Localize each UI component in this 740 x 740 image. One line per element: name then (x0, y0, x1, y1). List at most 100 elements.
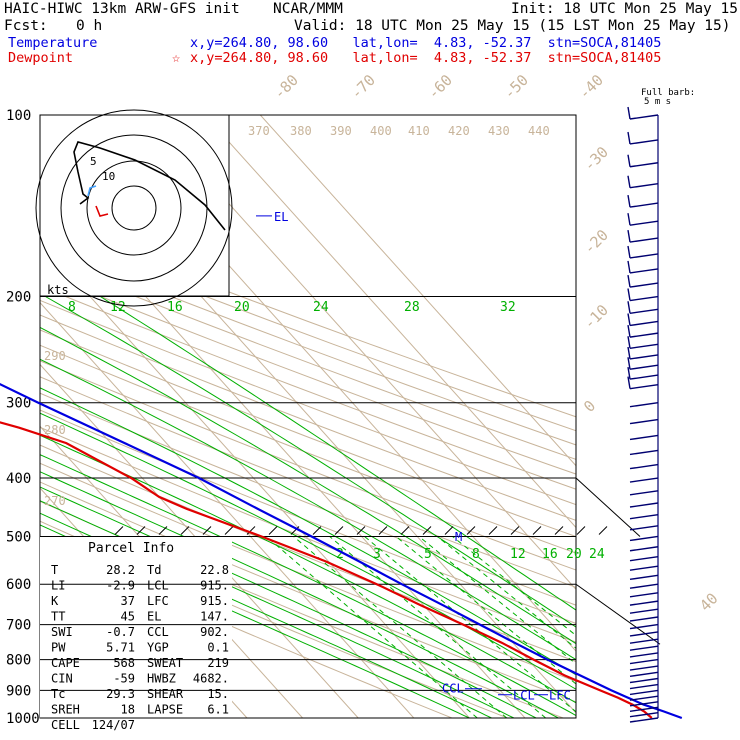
wind-barb-flag (627, 376, 631, 389)
wind-barb (629, 490, 659, 496)
parcel-key: TT (51, 610, 65, 624)
wind-barb-shaft (629, 658, 659, 665)
hash-mark (114, 526, 124, 535)
parcel-value: 147. (200, 610, 229, 624)
wind-barb-shaft (629, 671, 659, 678)
ccl-label: CCL (442, 682, 464, 696)
wind-barb-flag (627, 301, 631, 314)
isotherm-label: -60 (424, 71, 456, 103)
dry-adiabat-line (40, 462, 576, 682)
wind-barb-flag (627, 346, 631, 360)
wind-barb (629, 574, 659, 581)
parcel-value: 45 (121, 610, 135, 624)
parcel-value: 5.71 (106, 641, 135, 655)
dry-adiabat-line (40, 218, 576, 418)
theta-label: 440 (528, 124, 550, 138)
mixing-ratio-line (364, 536, 576, 713)
hash-mark (334, 526, 344, 535)
wind-barb-shaft (629, 183, 659, 189)
parcel-key: SWEAT (147, 656, 183, 670)
perspective-line (575, 583, 661, 645)
theta-label: 270 (44, 494, 66, 508)
parcel-key: LAPSE (147, 703, 183, 717)
pressure-label: 700 (6, 618, 31, 634)
parcel-key: T (51, 563, 58, 577)
hodograph-trace-low (87, 185, 97, 197)
temperature-location: x,y=264.80, 98.60 lat,lon= 4.83, -52.37 … (190, 35, 662, 51)
theta-label: 430 (488, 124, 510, 138)
perspective-line (575, 477, 641, 537)
mixing-ratio-label: 8 (68, 300, 76, 315)
wind-barb-shaft (629, 565, 659, 571)
hash-mark (554, 526, 564, 535)
wind-barb (627, 301, 659, 314)
hash-mark (576, 526, 586, 535)
wind-barb-shaft (629, 645, 659, 651)
wind-barb (627, 288, 659, 302)
hodograph-ring (35, 109, 233, 307)
wind-barb-shaft (629, 295, 659, 302)
wind-barb-shaft (629, 354, 659, 360)
wind-barb-shaft (629, 631, 659, 637)
wind-barb (629, 477, 659, 483)
parcel-value: 29.3 (106, 687, 135, 701)
isotherm-line (148, 115, 576, 591)
wind-barb (629, 638, 659, 644)
wind-barb-shaft (629, 320, 659, 327)
hash-mark (180, 526, 190, 535)
wind-barb (629, 652, 659, 658)
wind-barb (629, 677, 659, 684)
parcel-key: YGP (147, 641, 169, 655)
hodograph-ring (86, 160, 182, 256)
m-label: M (455, 530, 462, 544)
mixing-ratio-label: 12 (510, 547, 526, 562)
isotherm-label: -70 (347, 71, 379, 103)
wind-barb-flag (627, 260, 631, 274)
dry-adiabat-line (40, 376, 576, 588)
isotherm-label: -20 (580, 226, 612, 258)
wind-barb-shaft (629, 139, 659, 145)
mixing-ratio-label: 12 (110, 300, 126, 315)
dry-adiabat-line (40, 314, 576, 521)
mixing-ratio-label: 2 (336, 547, 344, 562)
hodograph-frame (39, 114, 230, 297)
wind-barb (629, 565, 659, 571)
wind-barb (627, 260, 659, 274)
wind-barb-shaft (629, 717, 659, 723)
wind-barb (629, 689, 659, 696)
wind-barb-shaft (629, 364, 659, 370)
mixing-ratio-label: 8 (472, 547, 480, 562)
wind-barb-shaft (629, 712, 659, 718)
dry-adiabat-line (40, 231, 576, 432)
parcel-key: SWI (51, 625, 73, 639)
wind-barb-flag (627, 106, 631, 120)
wind-barb-shaft (629, 513, 659, 520)
wind-barb-shaft (629, 706, 659, 713)
wind-barb-shaft (629, 535, 659, 542)
dry-adiabat-line (40, 299, 576, 506)
wind-barb (629, 592, 659, 598)
dry-adiabat-line (40, 271, 576, 475)
wind-barb (627, 325, 659, 338)
hash-mark (224, 526, 234, 535)
wind-barb-shaft (629, 701, 659, 707)
dry-adiabat-line (40, 257, 576, 460)
wind-barb-shaft (629, 583, 659, 589)
dry-adiabat-line (40, 344, 576, 554)
lcl-label: LCL (513, 689, 535, 703)
hash-mark (532, 526, 542, 535)
wind-barb (629, 402, 659, 408)
wind-barb-shaft (629, 282, 659, 288)
hash-mark (444, 526, 454, 535)
isotherm-label: -40 (575, 71, 607, 103)
model-title: HAIC-HIWC 13km ARW-GFS init (4, 1, 240, 17)
parcel-value: 219 (207, 656, 229, 670)
temperature-legend: Temperature (8, 35, 98, 51)
init-time: Init: 18 UTC Mon 25 May 15 (511, 1, 738, 17)
wind-barb-shaft (629, 343, 659, 349)
wind-barb (629, 418, 659, 425)
wind-barb-shaft (629, 600, 659, 606)
wind-barb-flag (627, 325, 631, 338)
mixing-ratio-label: 5 (424, 547, 432, 562)
